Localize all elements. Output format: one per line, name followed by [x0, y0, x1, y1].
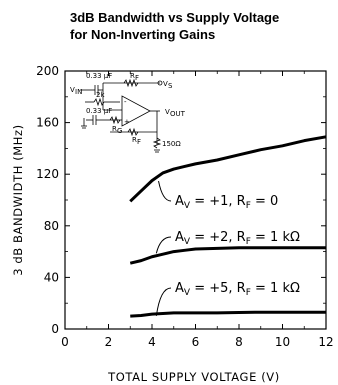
x-tick-label: 0: [61, 335, 69, 349]
annotation-part: V: [184, 288, 191, 298]
annotation-part: V: [184, 201, 191, 211]
sch-vout: V: [165, 108, 170, 116]
annotation-part: V: [184, 237, 191, 247]
sch-vin: V: [70, 86, 75, 94]
annotation-part: = +5, R: [190, 281, 246, 296]
chart-subtitle: for Non-Inverting Gains: [70, 27, 216, 42]
y-tick-label: 80: [44, 219, 59, 233]
annotation-part: F: [246, 201, 251, 211]
annotation-leader: [158, 180, 172, 202]
annotation-label: AV = +2, RF = 1 kΩ: [175, 230, 300, 247]
annotation-part: = 1 kΩ: [251, 281, 300, 296]
y-tick-label: 40: [44, 270, 59, 284]
schematic-labels: 0.33 μF R F V S V IN 2k 0.33 μF R G V OU…: [70, 72, 186, 148]
x-tick-label: 6: [192, 335, 200, 349]
annotation-part: A: [175, 281, 184, 296]
sch-rf-low: R: [132, 136, 137, 144]
sch-rf-top: R: [130, 72, 135, 80]
sch-rf-top-sub: F: [135, 74, 139, 82]
y-tick-label: 200: [36, 64, 59, 78]
sch-150ohm: 150Ω: [162, 140, 181, 148]
annotation-leader: [155, 287, 172, 316]
sch-plus: +: [124, 118, 130, 126]
sch-cap2: 0.33 μF: [86, 107, 112, 115]
sch-vin-sub: IN: [75, 88, 82, 96]
annotation-part: F: [246, 288, 251, 298]
series-line-3: [130, 310, 326, 318]
sch-rg-sub: G: [117, 127, 122, 135]
y-tick-label: 160: [36, 116, 59, 130]
x-tick-label: 12: [318, 335, 333, 349]
x-tick-label: 8: [235, 335, 243, 349]
annotation-part: = +1, R: [190, 194, 246, 209]
annotation-part: A: [175, 230, 184, 245]
sch-vs: V: [163, 80, 168, 88]
sch-minus: -: [124, 98, 127, 106]
y-axis-label: 3 dB BANDWIDTH (MHz): [11, 124, 25, 276]
sch-rf-low-sub: F: [137, 138, 141, 146]
annotation-part: = 1 kΩ: [251, 230, 300, 245]
sch-rg: R: [112, 125, 117, 133]
y-tick-label: 120: [36, 167, 59, 181]
y-tick-label: 0: [51, 322, 59, 336]
sch-cap1: 0.33 μF: [86, 72, 112, 80]
sch-2k: 2k: [96, 91, 105, 99]
annotation-label: AV = +1, RF = 0: [175, 194, 278, 211]
chart-title: 3dB Bandwidth vs Supply Voltage: [70, 10, 280, 25]
x-tick-label: 10: [275, 335, 290, 349]
annotation-part: = +2, R: [190, 230, 246, 245]
chart-title-block: 3dB Bandwidth vs Supply Voltage for Non-…: [70, 9, 279, 43]
sch-vs-sub: S: [168, 82, 173, 90]
series-line-1: [129, 135, 327, 203]
inset-schematic: [80, 78, 163, 153]
series-line-2: [129, 246, 326, 265]
x-axis-label: TOTAL SUPPLY VOLTAGE (V): [107, 370, 280, 384]
annotation-part: = 0: [251, 194, 278, 209]
data-series: [129, 135, 327, 318]
annotation-part: A: [175, 194, 184, 209]
sch-vout-sub: OUT: [170, 110, 186, 118]
x-tick-label: 4: [148, 335, 156, 349]
annotation-leader: [155, 236, 172, 254]
plot-axes: [64, 70, 327, 330]
annotation-label: AV = +5, RF = 1 kΩ: [175, 281, 300, 298]
x-tick-label: 2: [105, 335, 113, 349]
annotation-part: F: [246, 237, 251, 247]
